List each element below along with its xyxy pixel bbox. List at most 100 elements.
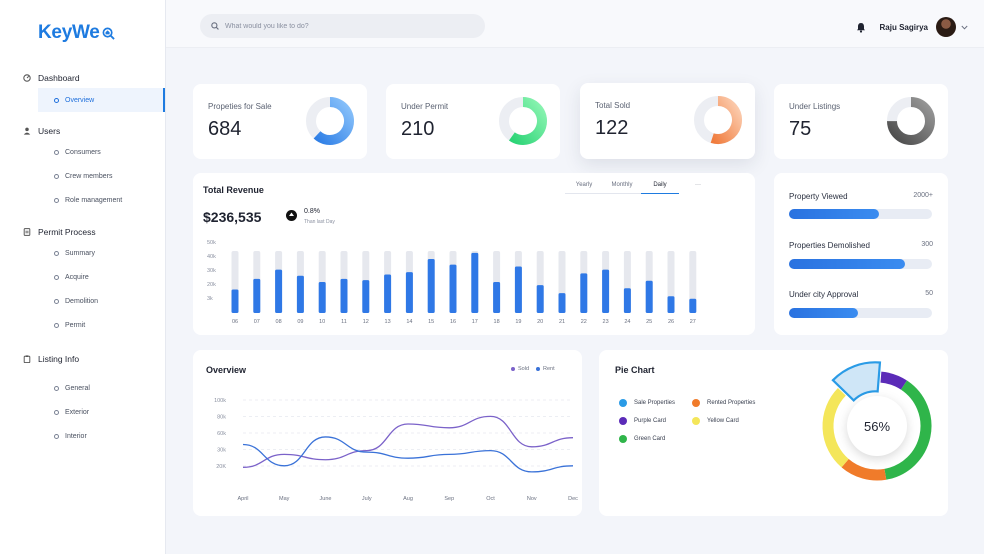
y-tick-label: 60k (217, 431, 226, 437)
sidebar-item-overview[interactable]: Overview (38, 88, 165, 112)
x-tick-label: July (362, 496, 372, 502)
bar[interactable] (405, 272, 413, 313)
progress-value: 50 (925, 290, 933, 297)
bar[interactable] (645, 280, 653, 313)
x-tick-label: 17 (472, 319, 478, 325)
bar[interactable] (471, 252, 479, 313)
x-tick-label: Nov (527, 496, 537, 502)
sidebar-item-general[interactable]: General (54, 385, 90, 392)
pie-slice[interactable] (884, 380, 932, 480)
sidebar-item-role-management[interactable]: Role management (54, 197, 122, 204)
y-tick-label: 100k (214, 398, 226, 404)
x-tick-label: 06 (232, 319, 238, 325)
pie-slice[interactable] (880, 371, 907, 390)
chevron-down-icon[interactable] (961, 25, 968, 30)
bar[interactable] (580, 273, 588, 313)
bar[interactable] (362, 280, 370, 313)
search-input[interactable] (225, 22, 465, 30)
bar[interactable] (536, 285, 544, 313)
x-tick-label: 10 (319, 319, 325, 325)
pie-slice[interactable] (841, 458, 887, 481)
tab-monthly[interactable]: Monthly (603, 182, 641, 194)
bar[interactable] (275, 269, 283, 313)
sidebar-item-interior[interactable]: Interior (54, 433, 87, 440)
sidebar-item-demolition[interactable]: Demolition (54, 298, 98, 305)
bar[interactable] (427, 259, 435, 313)
bar[interactable] (602, 269, 610, 313)
x-tick-label: 08 (276, 319, 282, 325)
stat-card-under-permit[interactable]: Under Permit 210 (386, 84, 560, 159)
x-tick-label: 21 (559, 319, 565, 325)
stat-card-under-listings[interactable]: Under Listings 75 (774, 84, 948, 159)
pie-slice[interactable] (822, 388, 849, 468)
stat-donut-chart (306, 97, 354, 145)
revenue-amount: $236,535 (203, 209, 262, 225)
sidebar-section-listing-info[interactable]: Listing Info (23, 354, 79, 364)
pie-slice[interactable] (831, 361, 882, 402)
sidebar-item-acquire[interactable]: Acquire (54, 274, 89, 281)
y-tick-label: 20k (207, 282, 216, 288)
pie-center (847, 396, 907, 456)
sidebar: KeyWe Dashboard Overview Users Consumers… (0, 0, 166, 554)
bar[interactable] (558, 293, 566, 313)
bar[interactable] (689, 298, 697, 313)
bar[interactable] (340, 278, 348, 313)
tab-yearly[interactable]: Yearly (565, 182, 603, 194)
bar[interactable] (623, 288, 631, 313)
sidebar-item-crew-members[interactable]: Crew members (54, 173, 112, 180)
x-tick-label: 11 (341, 319, 347, 325)
legend-item: Rented Properties (692, 399, 755, 407)
bar[interactable] (253, 278, 261, 313)
x-tick-label: April (237, 496, 248, 502)
sidebar-item-consumers[interactable]: Consumers (54, 149, 101, 156)
user-icon (23, 127, 31, 135)
bar[interactable] (514, 266, 522, 314)
bullet-icon (54, 150, 59, 155)
revenue-change-label: Than last Day (304, 219, 335, 225)
property-stats-card: Property Viewed 2000+ Properties Demolis… (774, 173, 948, 335)
x-tick-label: Aug (403, 496, 413, 502)
progress-label: Properties Demolished (789, 241, 870, 250)
bar[interactable] (231, 289, 239, 313)
stat-donut-chart (887, 97, 935, 145)
bar[interactable] (384, 274, 392, 313)
stat-card-total-sold[interactable]: Total Sold 122 (580, 83, 755, 159)
sidebar-section-permit-process[interactable]: Permit Process (23, 227, 96, 237)
legend-dot-icon (692, 417, 700, 425)
progress-label: Property Viewed (789, 192, 848, 201)
sidebar-item-label: Demolition (65, 298, 99, 305)
donut-arc (508, 97, 547, 145)
period-tabs: Yearly Monthly Daily ··· (565, 182, 717, 194)
user-menu[interactable]: Raju Sagirya (856, 17, 968, 37)
legend-dot-icon (511, 367, 515, 371)
sidebar-section-dashboard[interactable]: Dashboard (23, 73, 80, 83)
bar[interactable] (493, 282, 501, 313)
bell-icon[interactable] (856, 22, 866, 33)
sidebar-section-users[interactable]: Users (23, 126, 60, 136)
bar[interactable] (318, 282, 326, 313)
avatar[interactable] (936, 17, 956, 37)
bullet-icon (54, 97, 59, 103)
y-tick-label: 30k (217, 448, 226, 454)
x-tick-label: 26 (668, 319, 674, 325)
sidebar-item-label: Permit (65, 322, 86, 329)
bar[interactable] (296, 275, 304, 313)
search-bar[interactable] (200, 14, 485, 38)
sidebar-item-label: Summary (65, 250, 95, 257)
bar[interactable] (667, 296, 675, 313)
stat-card-for-sale[interactable]: Propeties for Sale 684 (193, 84, 367, 159)
sidebar-item-summary[interactable]: Summary (54, 250, 95, 257)
sidebar-item-permit[interactable]: Permit (54, 322, 85, 329)
tab-daily[interactable]: Daily (641, 182, 679, 194)
sidebar-item-exterior[interactable]: Exterior (54, 409, 89, 416)
legend-item-sold: Sold (511, 366, 529, 372)
progress-track (789, 209, 932, 219)
more-options-button[interactable]: ··· (695, 182, 701, 188)
y-tick-label: 20K (216, 464, 226, 470)
progress-label: Under city Approval (789, 290, 859, 299)
sidebar-item-label: General (65, 385, 90, 392)
bar[interactable] (449, 264, 457, 313)
brand-logo[interactable]: KeyWe (38, 22, 115, 44)
x-tick-label: 07 (254, 319, 260, 325)
dashboard-icon (23, 74, 31, 82)
